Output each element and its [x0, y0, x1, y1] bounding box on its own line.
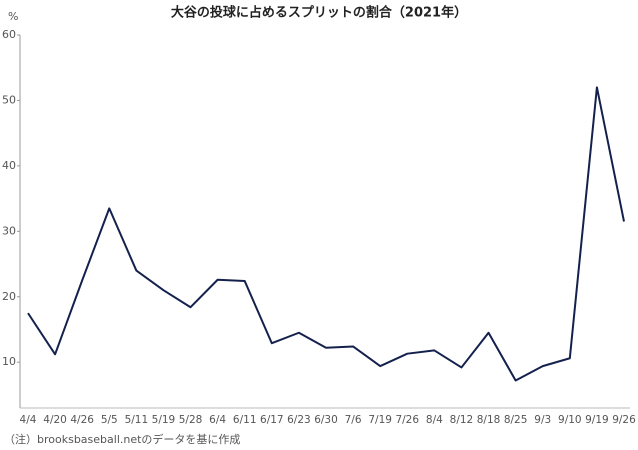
x-tick-label: 6/30 [314, 414, 338, 426]
x-tick-label: 4/26 [70, 414, 94, 426]
x-tick-label: 8/18 [477, 414, 501, 426]
x-tick-label: 9/19 [585, 414, 609, 426]
x-tick-label: 5/5 [101, 414, 118, 426]
y-tick-label: 20 [2, 290, 16, 303]
y-tick-label: 30 [2, 224, 16, 237]
y-axis-label: % [8, 10, 18, 23]
x-tick-label: 8/25 [504, 414, 528, 426]
y-tick-label: 60 [2, 28, 16, 41]
x-tick-label: 9/26 [612, 414, 636, 426]
x-tick-label: 8/4 [426, 414, 443, 426]
chart-title: 大谷の投球に占めるスプリットの割合（2021年） [171, 5, 467, 21]
x-tick-label: 4/4 [20, 414, 37, 426]
x-tick-label: 5/11 [125, 414, 149, 426]
x-tick-label: 7/26 [395, 414, 419, 426]
x-tick-label: 9/10 [558, 414, 582, 426]
line [27, 86, 625, 382]
x-tick-label: 5/19 [152, 414, 176, 426]
x-tick-label: 8/12 [450, 414, 474, 426]
x-tick-label: 6/17 [260, 414, 284, 426]
x-tick-label: 4/20 [43, 414, 67, 426]
x-tick-label: 6/4 [209, 414, 226, 426]
x-tick-label: 6/11 [233, 414, 257, 426]
x-tick-label: 9/3 [534, 414, 551, 426]
x-tick-label: 5/28 [179, 414, 203, 426]
note: （注）brooksbaseball.netのデータを基に作成 [4, 432, 240, 446]
x-tick-label: 6/23 [287, 414, 311, 426]
y-tick-label: 40 [2, 159, 16, 172]
y-tick-label: 10 [2, 355, 16, 368]
x-tick-label: 7/19 [368, 414, 392, 426]
x-tick-label: 7/6 [345, 414, 362, 426]
y-tick-label: 50 [2, 93, 16, 106]
